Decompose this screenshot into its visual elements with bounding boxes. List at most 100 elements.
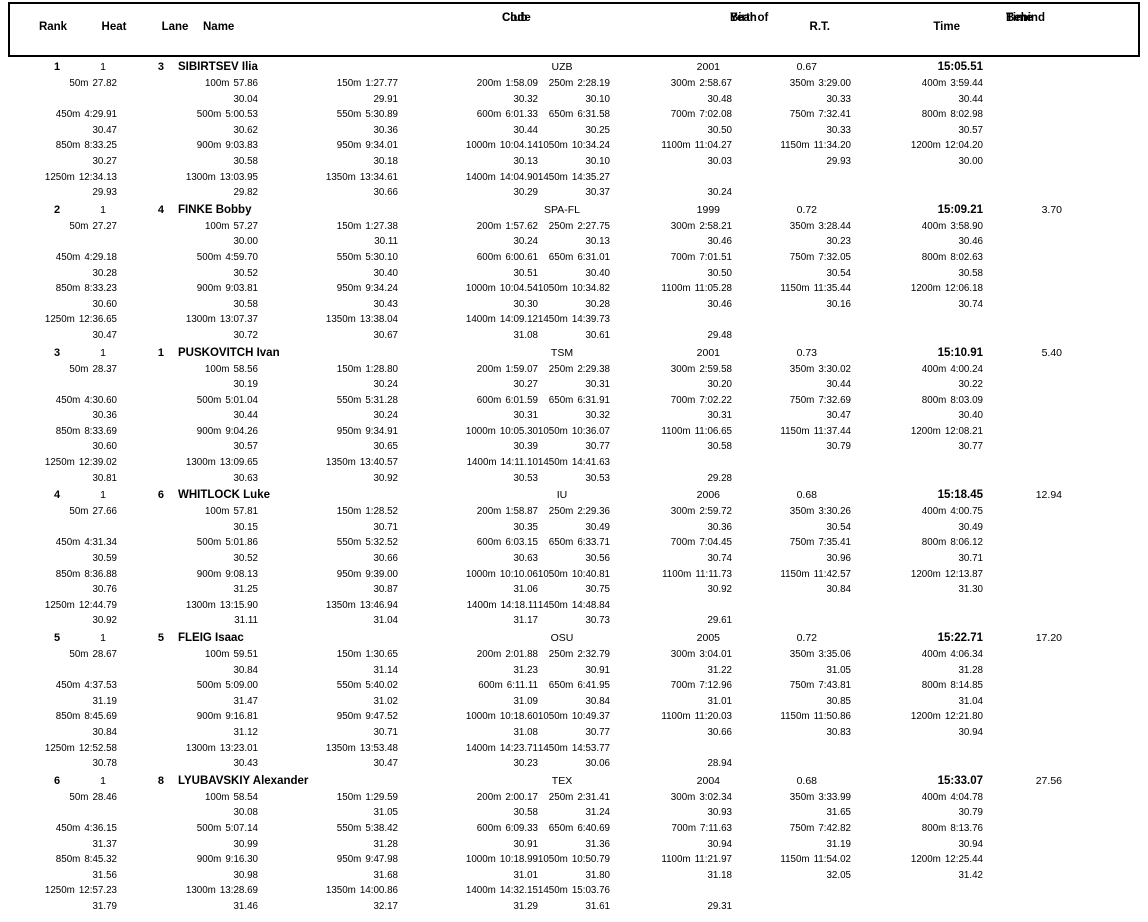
split-time: 12:13.87 xyxy=(944,568,983,580)
lap-time: 29.93 xyxy=(92,187,117,199)
split-distance: 950m xyxy=(336,711,362,723)
split-cell: 1300m 13:28.69 xyxy=(186,883,258,899)
lap-time: 30.67 xyxy=(373,329,398,341)
lap-time: 30.24 xyxy=(373,379,398,391)
split-distance: 100m xyxy=(204,78,230,89)
split-cell: 850m 8:33.25 xyxy=(56,138,117,154)
lap-time: 30.49 xyxy=(585,521,610,533)
swimmer-block: 4 1 6 WHITLOCK Luke IU 2006 0.68 15:18.4… xyxy=(0,486,1148,629)
lap-time: 30.76 xyxy=(92,584,117,596)
reaction-time-value: 0.72 xyxy=(796,203,817,216)
split-cell: 1200m 12:04.20 xyxy=(911,138,983,154)
split-time: 10:40.81 xyxy=(571,568,610,580)
split-distance: 500m xyxy=(196,109,222,121)
split-distance: 300m xyxy=(670,791,696,803)
split-time: 4:00.24 xyxy=(950,363,983,375)
year-of-birth-value: 2001 xyxy=(696,346,720,359)
split-time: 6:33.71 xyxy=(577,537,610,549)
split-time: 8:33.25 xyxy=(84,140,117,152)
split-distance: 750m xyxy=(789,680,815,692)
split-time: 7:01.51 xyxy=(699,251,732,263)
club-code-value: UZB xyxy=(551,61,573,73)
split-distance: 800m xyxy=(921,537,947,549)
lap-time: 30.11 xyxy=(374,236,398,248)
lap-time: 30.84 xyxy=(585,695,610,707)
split-cell: 250m 2:31.41 xyxy=(549,790,610,806)
lap-times-row: 31.56 30.98 31.68 31.01 31.80 31.18 32.05 31.42 xyxy=(0,868,1148,884)
split-time: 8:33.23 xyxy=(84,283,117,295)
split-distance: 200m xyxy=(476,220,502,232)
column-header-time: Time xyxy=(933,21,960,33)
lap-time: 30.92 xyxy=(707,584,732,596)
split-cell: 450m 4:36.15 xyxy=(56,821,117,837)
split-cell: 900m 9:04.26 xyxy=(197,424,258,440)
lap-time: 31.05 xyxy=(373,807,398,819)
split-cell: 1000m 10:04.14 xyxy=(466,138,538,154)
split-distance: 900m xyxy=(196,283,222,295)
split-distance: 1400m xyxy=(466,457,497,469)
split-time: 7:11.63 xyxy=(700,822,732,834)
lap-time: 30.44 xyxy=(513,124,538,136)
split-time: 14:11.10 xyxy=(500,457,538,469)
split-cell: 950m 9:39.00 xyxy=(337,567,398,583)
split-cell: 650m 6:31.01 xyxy=(549,250,610,266)
lap-times-row: 30.84 31.14 31.23 30.91 31.22 31.05 31.28 xyxy=(0,663,1148,679)
split-distance: 1350m xyxy=(325,171,356,183)
split-cell: 650m 6:40.69 xyxy=(549,821,610,837)
lap-time: 30.60 xyxy=(92,441,117,453)
split-distance: 1100m xyxy=(661,140,691,152)
split-distance: 1300m xyxy=(185,599,216,611)
split-cell: 1200m 12:21.80 xyxy=(911,709,983,725)
split-cell: 100m 59.51 xyxy=(205,647,258,663)
lap-times-row: 30.76 31.25 30.87 31.06 30.75 30.92 30.84 31.30 xyxy=(0,582,1148,598)
split-time: 2:31.41 xyxy=(577,791,610,803)
lap-times-row: 30.78 30.43 30.47 30.23 30.06 28.94 xyxy=(0,756,1148,772)
lap-times-row: 30.27 30.58 30.18 30.13 30.10 30.03 29.93 30.00 xyxy=(0,154,1148,170)
lap-time: 30.13 xyxy=(513,155,538,167)
split-cell: 1250m 12:34.13 xyxy=(45,170,117,186)
lap-time: 30.39 xyxy=(513,441,538,453)
lap-time: 31.04 xyxy=(373,615,398,627)
lap-time: 29.91 xyxy=(373,93,398,105)
split-distance: 800m xyxy=(921,822,947,834)
split-cell: 350m 3:33.99 xyxy=(790,790,851,806)
split-time: 4:06.34 xyxy=(950,649,983,660)
split-time: 7:42.82 xyxy=(818,822,851,834)
lap-time: 30.46 xyxy=(958,236,983,248)
split-cell: 1400m 14:04.90 xyxy=(466,170,538,186)
year-of-birth-value: 2004 xyxy=(696,774,720,787)
lap-time: 30.74 xyxy=(958,298,983,310)
split-times-row: 1250m 12:34.13 1300m 13:03.95 1350m 13:34.61 1… xyxy=(0,170,1148,186)
split-cell: 550m 5:30.10 xyxy=(337,250,398,266)
split-time: 8:45.69 xyxy=(84,711,117,723)
split-distance: 550m xyxy=(336,394,362,406)
split-distance: 1200m xyxy=(910,425,941,437)
split-time: 11:06.65 xyxy=(694,425,732,437)
heat-value: 1 xyxy=(100,346,106,359)
split-distance: 700m xyxy=(670,680,696,692)
split-distance: 800m xyxy=(921,109,947,121)
split-cell: 1200m 12:06.18 xyxy=(911,281,983,297)
lap-time: 30.57 xyxy=(958,124,983,136)
split-distance: 700m xyxy=(670,251,696,263)
split-cell: 50m 28.37 xyxy=(69,362,117,378)
split-distance: 550m xyxy=(336,109,362,121)
split-distance: 1350m xyxy=(325,742,356,754)
split-time: 3:04.01 xyxy=(699,649,732,660)
split-distance: 400m xyxy=(921,363,947,375)
lap-time: 30.20 xyxy=(707,379,732,391)
split-distance: 1250m xyxy=(44,599,75,611)
split-distance: 500m xyxy=(196,251,222,263)
split-distance: 850m xyxy=(55,140,81,152)
split-cell: 400m 4:00.75 xyxy=(922,504,983,520)
lap-time: 30.83 xyxy=(826,726,851,738)
split-time: 5:31.28 xyxy=(365,394,398,406)
lap-time: 30.58 xyxy=(513,807,538,819)
split-cell: 500m 5:01.04 xyxy=(197,393,258,409)
lap-time: 30.65 xyxy=(373,441,398,453)
split-distance: 1350m xyxy=(325,885,356,897)
split-distance: 400m xyxy=(921,649,947,660)
lap-time: 30.66 xyxy=(373,187,398,199)
split-distance: 1150m xyxy=(780,283,810,295)
